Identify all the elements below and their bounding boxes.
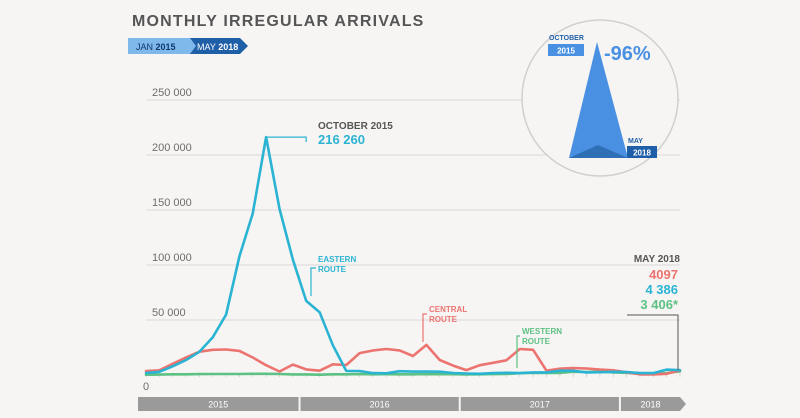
x-year-segment: [620, 397, 686, 411]
western-route-label-group: WESTERN ROUTE: [516, 327, 564, 368]
x-year-label: 2016: [370, 400, 390, 410]
latest-values-group: MAY 2018 4097 4 386 3 406*: [627, 254, 680, 370]
chart-title: MONTHLY IRREGULAR ARRIVALS: [132, 13, 425, 30]
western-route-label-line2: ROUTE: [522, 337, 551, 346]
date-range-pill: JAN 2015 MAY 2018: [128, 38, 248, 54]
svg-text:MAY 2018: MAY 2018: [197, 42, 238, 52]
x-year-label: 2017: [530, 400, 550, 410]
eastern-route-label-line1: EASTERN: [318, 255, 356, 264]
x-axis-year-bar: 2015 2016 2017 2018: [138, 373, 686, 411]
y-axis-ticks: 0 50 000 100 000 150 000 200 000 250 000: [143, 87, 192, 393]
eastern-route-leader: [310, 267, 316, 296]
western-route-leader: [516, 335, 520, 368]
peak-value-label: 216 260: [318, 132, 365, 147]
eastern-route-label-group: EASTERN ROUTE: [310, 255, 358, 296]
range-end-segment: [190, 38, 248, 54]
y-tick-label: 100 000: [152, 252, 192, 264]
central-route-label-line1: CENTRAL: [429, 305, 467, 314]
inset-end-year-box: [627, 146, 657, 158]
inset-end-month: MAY: [628, 138, 643, 145]
latest-eastern-value: 4 386: [645, 282, 678, 297]
latest-leader: [627, 314, 679, 370]
x-year-label: 2018: [640, 400, 660, 410]
inset-start-month: OCTOBER: [549, 35, 584, 42]
inset-start-year-box: [548, 44, 584, 56]
eastern-route-line: [144, 135, 682, 376]
y-tick-label: 50 000: [152, 307, 186, 319]
latest-month-label: MAY 2018: [634, 254, 681, 265]
range-start-year: 2015: [156, 42, 176, 52]
central-route-label: CENTRAL ROUTE: [429, 305, 469, 324]
latest-western-value: 3 406*: [640, 297, 679, 312]
central-route-label-group: CENTRAL ROUTE: [422, 305, 469, 342]
latest-central-value: 4097: [649, 267, 678, 282]
inset-end-year: 2018: [633, 149, 651, 158]
eastern-route-label: EASTERN ROUTE: [318, 255, 358, 274]
y-tick-label: 150 000: [152, 197, 192, 209]
y-tick-label: 250 000: [152, 87, 192, 99]
series-lines: [144, 135, 682, 377]
y-tick-label: 200 000: [152, 142, 192, 154]
range-start-month: JAN: [136, 42, 153, 52]
western-route-label: WESTERN ROUTE: [522, 327, 564, 346]
central-route-leader: [422, 313, 427, 342]
y-tick-label: 0: [143, 381, 149, 393]
svg-text:JAN 2015: JAN 2015: [136, 42, 176, 52]
inset-change-magnifier: OCTOBER 2015 -96% MAY 2018: [521, 19, 679, 177]
peak-leader-line: [266, 136, 307, 143]
peak-month-label: OCTOBER 2015: [318, 121, 393, 132]
x-year-label: 2015: [208, 400, 228, 410]
x-year-segment: [138, 397, 299, 411]
x-year-segment: [300, 397, 459, 411]
central-route-line: [144, 343, 682, 376]
range-end-year: 2018: [218, 42, 238, 52]
range-start-segment: [128, 38, 198, 54]
inset-change-value: -96%: [604, 43, 651, 65]
peak-annotation: OCTOBER 2015 216 260: [266, 121, 393, 147]
inset-drop-base: [569, 145, 628, 158]
x-year-segment: [460, 397, 619, 411]
eastern-route-label-line2: ROUTE: [318, 265, 347, 274]
range-end-month: MAY: [197, 42, 216, 52]
western-route-label-line1: WESTERN: [522, 327, 562, 336]
central-route-label-line2: ROUTE: [429, 315, 458, 324]
inset-start-year: 2015: [557, 47, 575, 56]
inset-drop-triangle: [569, 42, 628, 158]
